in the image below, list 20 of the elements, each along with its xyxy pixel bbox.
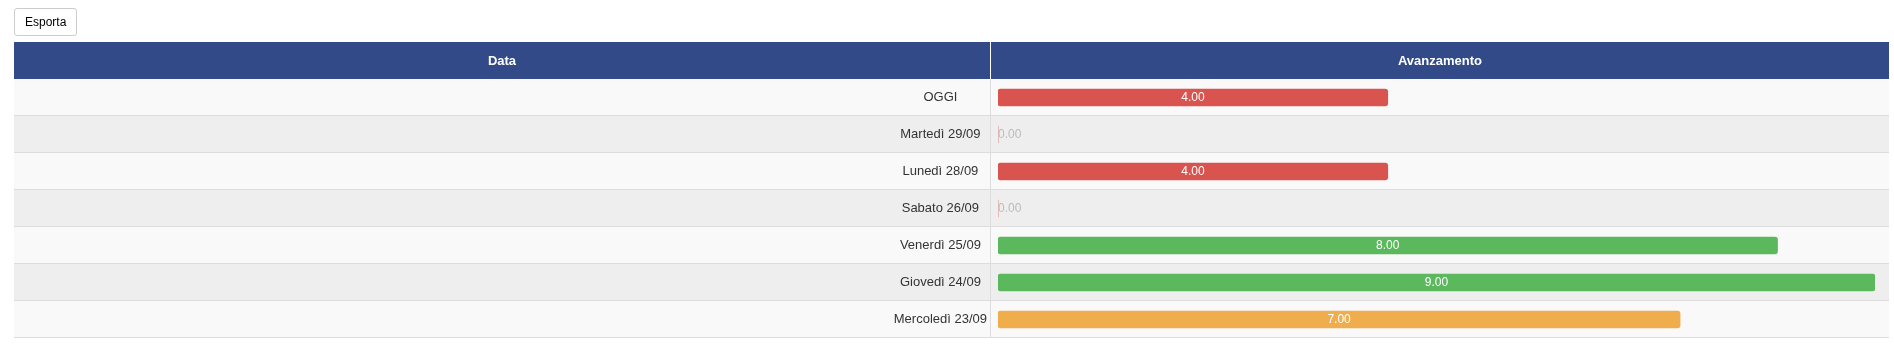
bar bbox=[998, 88, 1389, 107]
y-tick-label: Venerdì 25/09 bbox=[899, 237, 981, 253]
data-label: 7.00 bbox=[1327, 311, 1352, 326]
bar bbox=[998, 273, 1875, 292]
x-axis-title: Avanzamento bbox=[991, 42, 1889, 79]
y-tick-label: Martedì 29/09 bbox=[900, 126, 981, 142]
data-label: 4.00 bbox=[1181, 89, 1205, 104]
y-tick-label: Lunedì 28/09 bbox=[902, 163, 979, 179]
bar bbox=[998, 236, 1778, 255]
text: Esporta bbox=[14, 8, 78, 36]
y-tick-label: Giovedì 24/09 bbox=[899, 274, 981, 290]
bar bbox=[998, 310, 1681, 329]
data-label: 9.00 bbox=[1424, 274, 1449, 289]
text: Data bbox=[14, 42, 991, 79]
y-tick-label: Sabato 26/09 bbox=[901, 200, 980, 216]
data-label: 4.00 bbox=[1181, 163, 1205, 178]
y-tick-label: Mercoledì 23/09 bbox=[893, 311, 988, 327]
y-tick-label: OGGI bbox=[923, 89, 958, 105]
data-label: 8.00 bbox=[1376, 237, 1400, 252]
bar bbox=[998, 162, 1389, 181]
